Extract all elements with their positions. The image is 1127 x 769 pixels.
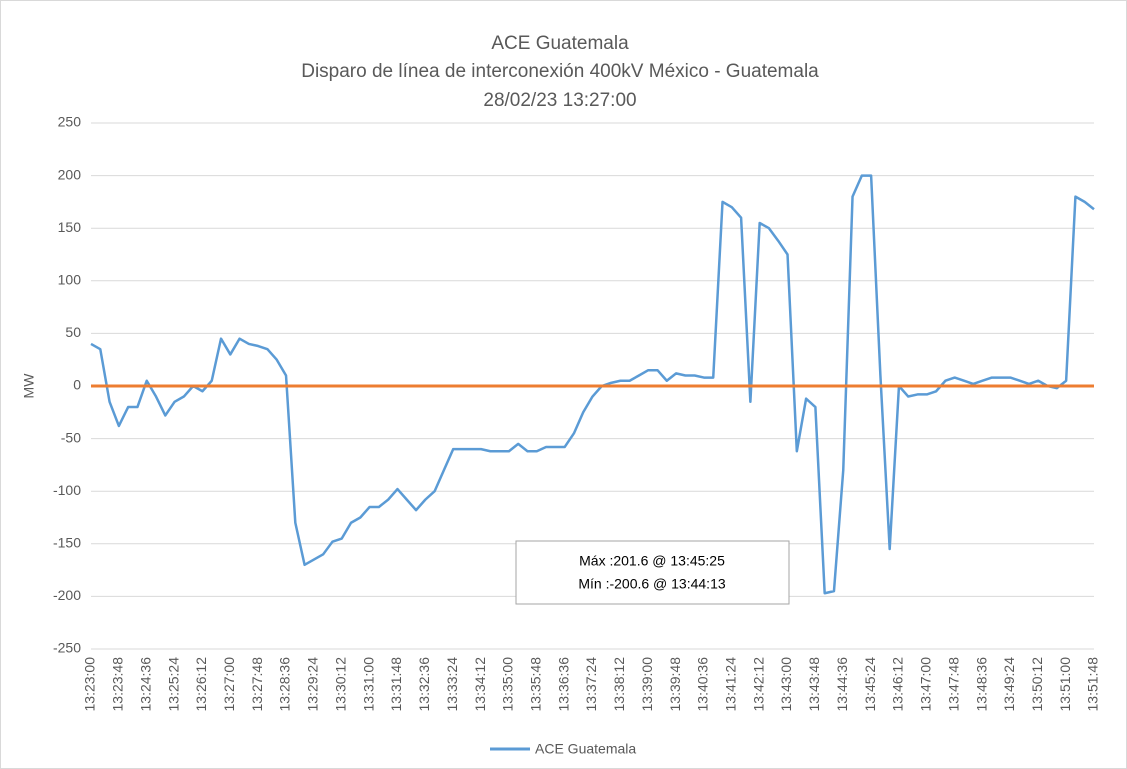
y-tick-label: 100 bbox=[58, 272, 82, 288]
y-tick-label: 250 bbox=[58, 114, 82, 130]
x-tick-label: 13:44:36 bbox=[834, 657, 850, 712]
x-tick-label: 13:51:48 bbox=[1085, 657, 1101, 712]
y-tick-label: 150 bbox=[58, 219, 82, 235]
y-tick-label: -150 bbox=[53, 535, 81, 551]
y-tick-label: -100 bbox=[53, 482, 81, 498]
x-tick-label: 13:39:48 bbox=[667, 657, 683, 712]
x-tick-label: 13:35:00 bbox=[500, 657, 516, 712]
x-tick-label: 13:33:24 bbox=[444, 657, 460, 712]
x-tick-label: 13:34:12 bbox=[472, 657, 488, 712]
x-tick-label: 13:24:36 bbox=[137, 657, 153, 712]
y-tick-label: 50 bbox=[65, 324, 81, 340]
x-tick-label: 13:35:48 bbox=[527, 657, 543, 712]
annotation-text: Máx :201.6 @ 13:45:25 bbox=[579, 553, 725, 569]
x-tick-label: 13:51:00 bbox=[1057, 657, 1073, 712]
x-tick-label: 13:37:24 bbox=[583, 657, 599, 712]
annotation-text: Mín :-200.6 @ 13:44:13 bbox=[578, 576, 726, 592]
legend-label: ACE Guatemala bbox=[535, 741, 636, 757]
y-tick-label: 200 bbox=[58, 166, 82, 182]
x-tick-label: 13:38:12 bbox=[611, 657, 627, 712]
x-tick-label: 13:36:36 bbox=[555, 657, 571, 712]
x-tick-label: 13:30:12 bbox=[332, 657, 348, 712]
x-tick-label: 13:48:36 bbox=[973, 657, 989, 712]
y-tick-label: 0 bbox=[73, 377, 81, 393]
x-tick-label: 13:40:36 bbox=[695, 657, 711, 712]
x-tick-label: 13:42:12 bbox=[750, 657, 766, 712]
x-tick-label: 13:50:12 bbox=[1029, 657, 1045, 712]
x-tick-label: 13:41:24 bbox=[723, 657, 739, 712]
x-tick-label: 13:23:48 bbox=[110, 657, 126, 712]
x-tick-label: 13:43:48 bbox=[806, 657, 822, 712]
x-tick-label: 13:31:00 bbox=[360, 657, 376, 712]
x-tick-label: 13:39:00 bbox=[639, 657, 655, 712]
x-tick-label: 13:29:24 bbox=[305, 657, 321, 712]
x-tick-label: 13:45:24 bbox=[862, 657, 878, 712]
x-tick-label: 13:31:48 bbox=[388, 657, 404, 712]
y-tick-label: -50 bbox=[61, 429, 81, 445]
x-tick-label: 13:26:12 bbox=[193, 657, 209, 712]
x-tick-label: 13:46:12 bbox=[890, 657, 906, 712]
x-tick-label: 13:49:24 bbox=[1001, 657, 1017, 712]
x-tick-label: 13:47:48 bbox=[945, 657, 961, 712]
x-tick-label: 13:27:48 bbox=[249, 657, 265, 712]
data-line bbox=[90, 174, 1095, 595]
x-tick-label: 13:32:36 bbox=[416, 657, 432, 712]
x-tick-label: 13:25:24 bbox=[165, 657, 181, 712]
annotation-box bbox=[515, 540, 790, 605]
x-tick-label: 13:43:00 bbox=[778, 657, 794, 712]
y-axis-label: MW bbox=[21, 373, 37, 399]
chart-subtitle: 28/02/23 13:27:00 bbox=[483, 90, 636, 111]
chart-title: ACE Guatemala bbox=[491, 33, 629, 54]
x-tick-label: 13:27:00 bbox=[221, 657, 237, 712]
y-tick-label: -250 bbox=[53, 640, 81, 656]
chart-subtitle: Disparo de línea de interconexión 400kV … bbox=[301, 61, 819, 82]
x-tick-label: 13:28:36 bbox=[277, 657, 293, 712]
y-tick-label: -200 bbox=[53, 587, 81, 603]
x-tick-label: 13:23:00 bbox=[82, 657, 98, 712]
x-tick-label: 13:47:00 bbox=[918, 657, 934, 712]
